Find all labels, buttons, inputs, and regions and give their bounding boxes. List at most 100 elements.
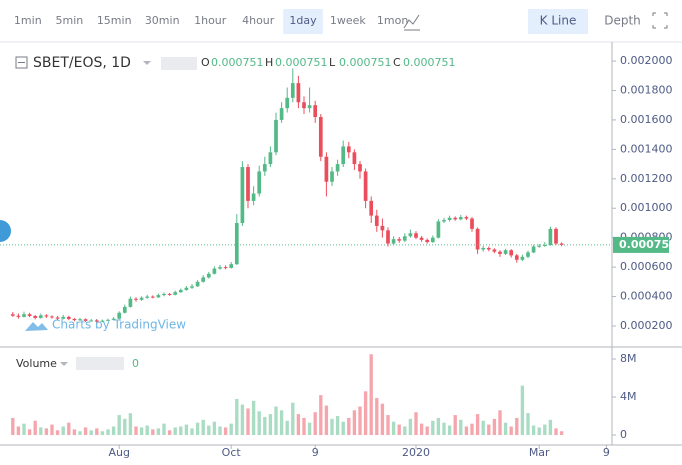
side-handle[interactable] xyxy=(0,220,11,242)
candle-body xyxy=(246,167,250,201)
candle-body xyxy=(542,245,547,247)
candle-body xyxy=(279,108,284,120)
volume-bar xyxy=(83,427,88,436)
volume-bar xyxy=(207,425,211,436)
y-tick-label: 0.001800 xyxy=(620,83,673,96)
candle-body xyxy=(296,83,301,103)
volume-bar xyxy=(235,398,239,436)
candle-body xyxy=(38,315,43,318)
collapse-icon[interactable] xyxy=(15,56,28,69)
interval-button[interactable]: 4hour xyxy=(242,14,275,27)
candle-body xyxy=(531,246,536,253)
candle-body xyxy=(430,237,435,243)
y-tick-label: 0.001000 xyxy=(620,201,673,214)
chart-icon[interactable] xyxy=(403,14,420,31)
volume-bar xyxy=(447,425,452,436)
legend-value: 0.000751 xyxy=(275,56,328,69)
volume-title: Volume xyxy=(16,357,57,370)
candle-body xyxy=(150,296,155,298)
fullscreen-icon[interactable] xyxy=(652,12,668,29)
candle-body xyxy=(78,319,82,321)
x-tick-label: Aug xyxy=(108,446,129,459)
candle-body xyxy=(94,320,99,322)
candle-body xyxy=(442,220,446,222)
candle-body xyxy=(10,314,15,316)
candle-body xyxy=(218,267,222,269)
candle-body xyxy=(285,97,290,109)
volume-bar xyxy=(257,411,261,436)
candle-body xyxy=(128,298,133,307)
candle-body xyxy=(302,102,306,109)
volume-bar xyxy=(268,414,273,436)
candle-body xyxy=(402,236,407,241)
interval-button[interactable]: 1hour xyxy=(194,14,227,27)
candle-body xyxy=(419,237,424,240)
interval-button[interactable]: 30min xyxy=(145,14,180,27)
y-tick-label: 0.000600 xyxy=(620,260,673,273)
volume-bar xyxy=(134,426,138,436)
candle-body xyxy=(380,225,385,231)
volume-buttons[interactable] xyxy=(76,357,124,370)
volume-bar xyxy=(363,391,368,436)
volume-bar xyxy=(464,426,469,436)
view-button[interactable]: Depth xyxy=(604,14,641,28)
x-tick-label: 2020 xyxy=(402,446,430,459)
y-tick-label: 0.001400 xyxy=(620,142,673,155)
candle-body xyxy=(526,252,530,257)
volume-bar xyxy=(554,428,558,436)
volume-bar xyxy=(229,423,233,436)
candle-body xyxy=(369,200,374,216)
volume-bar xyxy=(285,420,289,436)
volume-bar xyxy=(431,420,435,436)
candle-body xyxy=(492,249,497,252)
candle-body xyxy=(481,247,486,250)
volume-bar xyxy=(319,395,323,436)
last-price-label: 0.000751 xyxy=(619,238,677,251)
interval-button[interactable]: 5min xyxy=(56,14,84,27)
x-tick-label: Oct xyxy=(222,446,242,459)
last-price-box xyxy=(613,236,669,253)
candle-body xyxy=(447,217,452,221)
candle-body xyxy=(498,251,502,254)
candle-body xyxy=(509,250,514,256)
candle-body xyxy=(145,296,150,298)
candle-body xyxy=(139,297,144,300)
candle-body xyxy=(134,298,138,300)
volume-bar xyxy=(55,430,60,436)
candle-body xyxy=(89,320,94,322)
interval-button[interactable]: 1mon xyxy=(377,14,408,27)
volume-bar xyxy=(543,424,547,436)
volume-bar xyxy=(195,422,200,436)
candle-body xyxy=(257,171,262,194)
interval-button[interactable]: 1min xyxy=(14,14,42,27)
interval-button[interactable]: 1week xyxy=(330,14,367,27)
volume-bar xyxy=(184,424,189,436)
volume-bar xyxy=(44,428,49,436)
volume-bar xyxy=(414,412,418,436)
y-tick-label: 0.000200 xyxy=(620,319,673,332)
candle-body xyxy=(313,105,318,117)
symbol-dropdown[interactable] xyxy=(143,61,151,65)
interval-active-bg xyxy=(283,9,323,34)
volume-bar xyxy=(498,410,502,436)
volume-bar xyxy=(251,400,256,436)
volume-bar xyxy=(61,426,65,436)
view-button[interactable]: K Line xyxy=(540,14,577,28)
symbol-buttons[interactable] xyxy=(161,57,197,70)
y-tick-label: 0.001200 xyxy=(620,172,673,185)
volume-bar xyxy=(302,417,306,436)
candle-body xyxy=(195,281,200,287)
volume-bar xyxy=(27,429,32,436)
volume-dropdown[interactable] xyxy=(60,362,68,366)
volume-bar xyxy=(375,397,379,436)
interval-button[interactable]: 15min xyxy=(97,14,132,27)
candle-body xyxy=(363,171,368,201)
volume-bar xyxy=(223,427,228,436)
candle-body xyxy=(458,217,463,220)
volume-bar xyxy=(263,416,267,436)
candle-body xyxy=(61,316,66,319)
volume-bar xyxy=(509,426,513,436)
volume-bar xyxy=(313,412,317,436)
interval-button[interactable]: 1day xyxy=(289,14,317,27)
